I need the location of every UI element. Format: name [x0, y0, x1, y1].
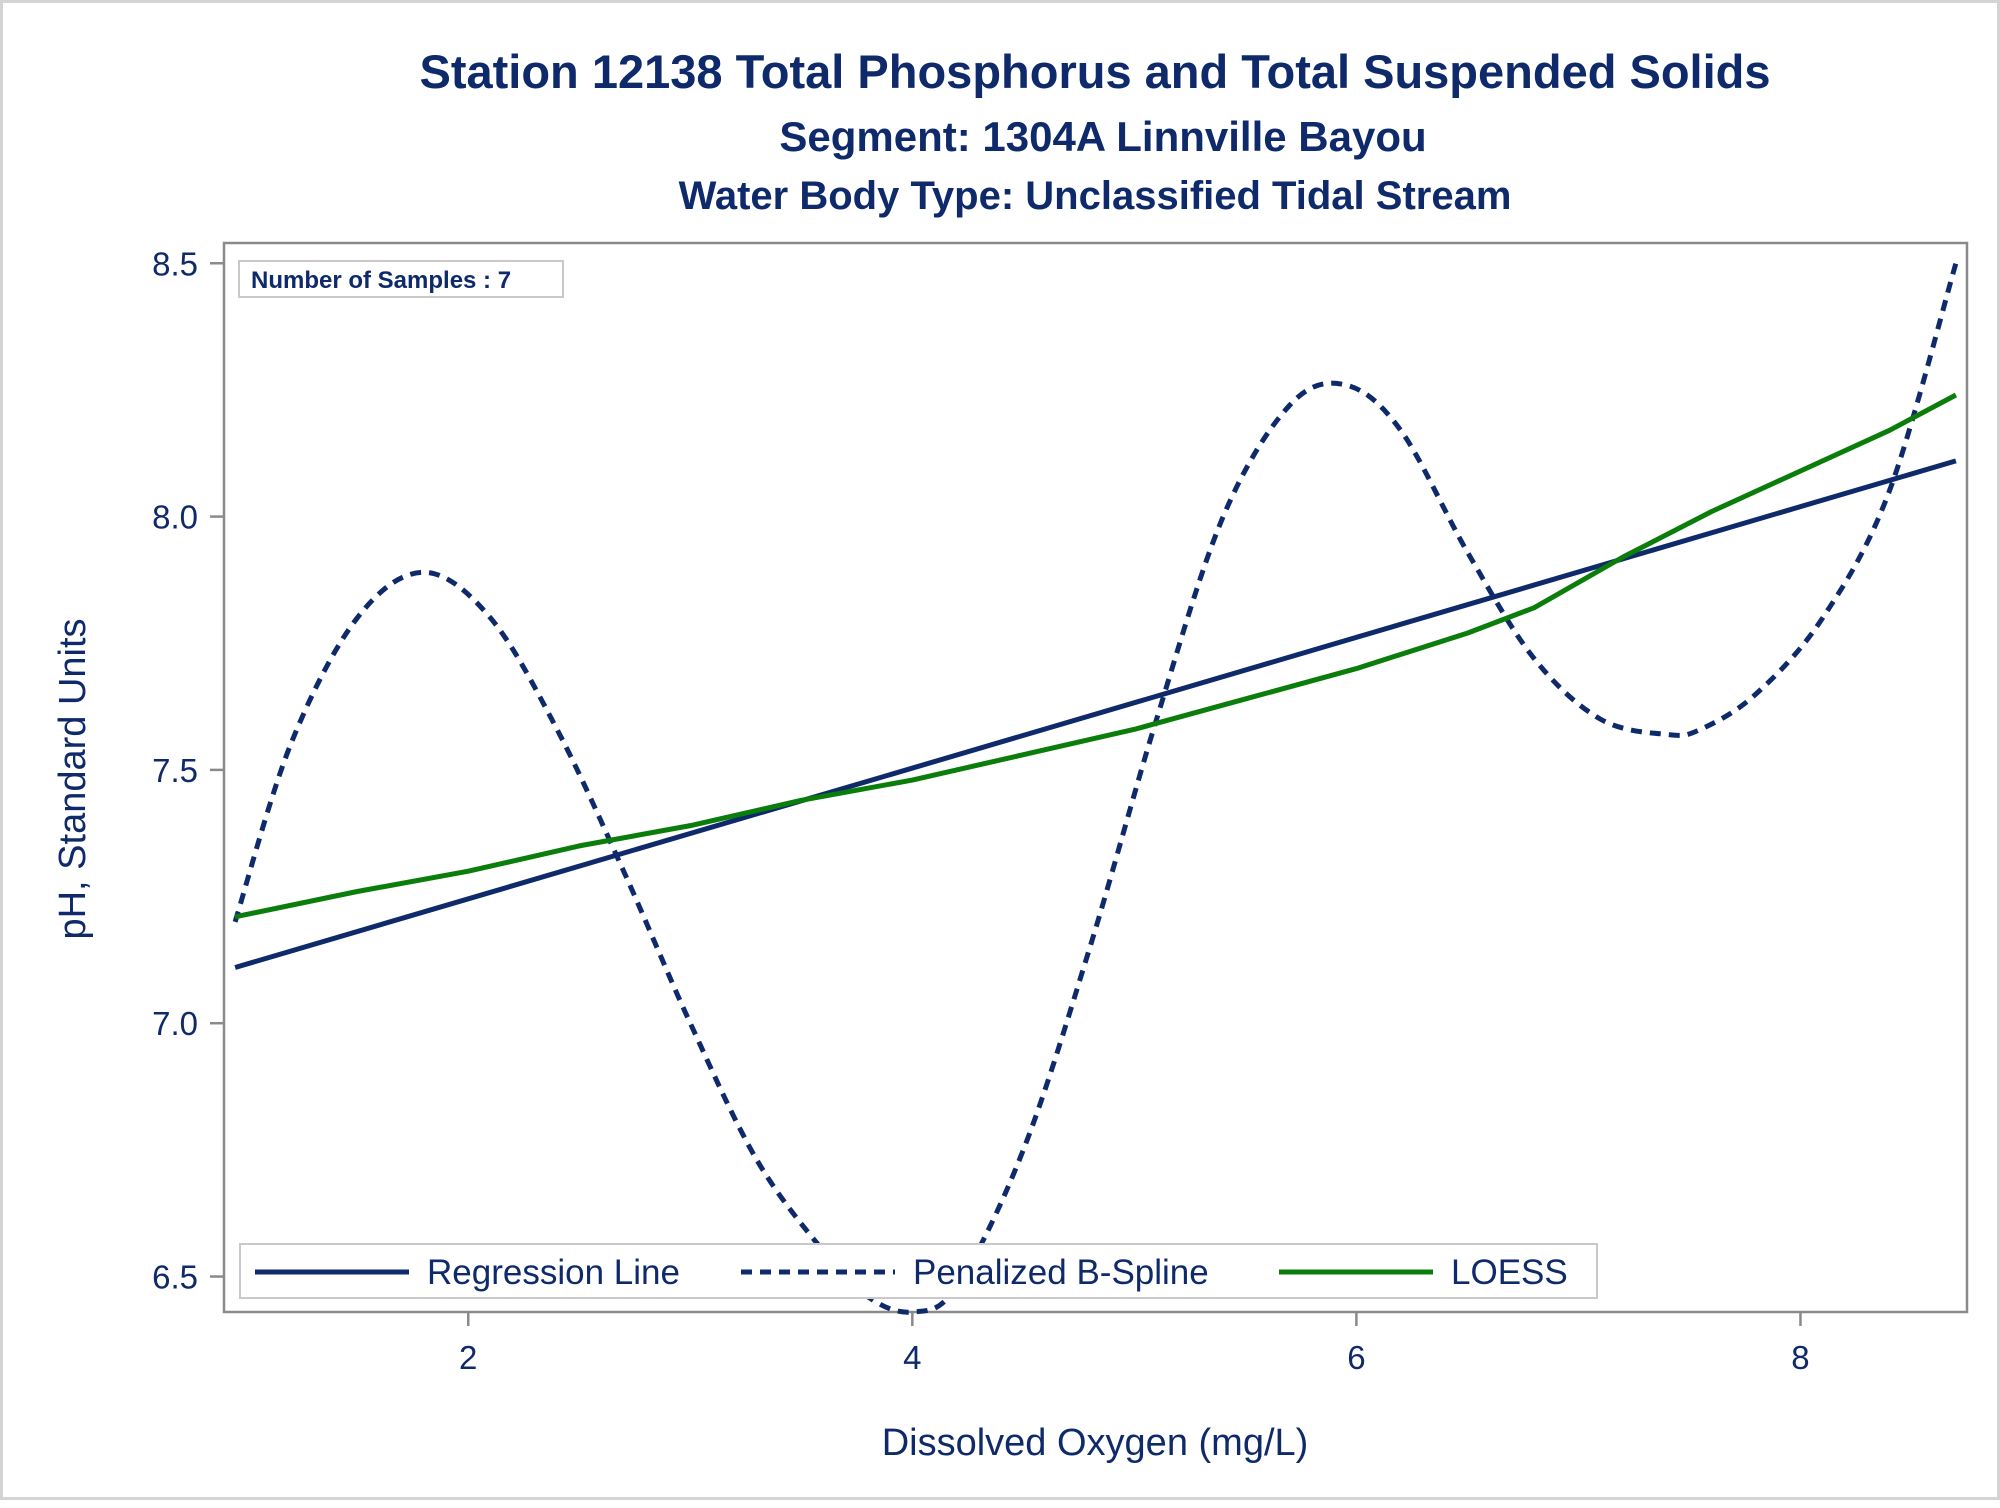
regression-line [234, 458, 1957, 970]
bspline-line [232, 262, 1959, 1315]
x-axis: 2 4 6 8 [459, 1312, 1810, 1376]
y-tick-label: 7.5 [152, 752, 198, 789]
x-tick-label: 2 [459, 1339, 477, 1376]
sample-count-label: Number of Samples : 7 [251, 267, 511, 294]
legend-label-loess: LOESS [1451, 1253, 1568, 1292]
legend-label-bspline: Penalized B-Spline [913, 1253, 1209, 1292]
chart-svg: Station 12138 Total Phosphorus and Total… [52, 45, 1969, 1464]
series-layer [232, 262, 1959, 1315]
x-tick-label: 8 [1791, 1339, 1809, 1376]
y-tick-label: 7.0 [152, 1005, 198, 1042]
x-axis-label: Dissolved Oxygen (mg/L) [882, 1422, 1309, 1464]
x-tick-label: 6 [1347, 1339, 1365, 1376]
chart-subtitle: Segment: 1304A Linnville Bayou [779, 113, 1426, 160]
plot-area [222, 241, 1969, 1314]
y-tick-label: 8.5 [152, 245, 198, 282]
chart-title: Station 12138 Total Phosphorus and Total… [420, 45, 1771, 98]
y-tick-label: 6.5 [152, 1259, 198, 1296]
legend-label-regression: Regression Line [427, 1253, 680, 1292]
y-axis-label: pH, Standard Units [52, 618, 94, 939]
legend: Regression Line Penalized B-Spline LOESS [239, 1243, 1598, 1299]
x-tick-label: 4 [903, 1339, 921, 1376]
loess-line [234, 392, 1958, 920]
y-axis: 6.5 7.0 7.5 8.0 8.5 [152, 245, 224, 1296]
sample-count-box [238, 260, 564, 298]
y-tick-label: 8.0 [152, 499, 198, 536]
chart-subtitle-2: Water Body Type: Unclassified Tidal Stre… [679, 174, 1512, 218]
